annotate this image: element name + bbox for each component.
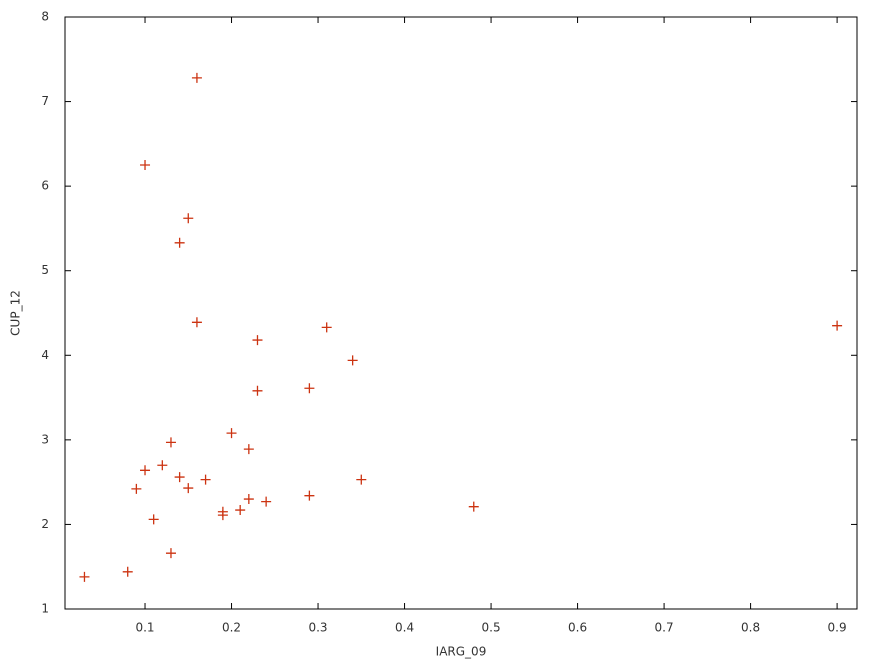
- point: [243, 494, 254, 505]
- x-tick-label: 0.5: [482, 621, 501, 635]
- x-tick-label: 0.6: [568, 621, 587, 635]
- point: [148, 514, 159, 525]
- y-tick-label: 4: [41, 348, 49, 362]
- point: [304, 490, 315, 501]
- y-tick-label: 7: [41, 94, 49, 108]
- point: [321, 322, 332, 333]
- point: [174, 472, 185, 483]
- x-tick-label: 0.7: [655, 621, 674, 635]
- point: [191, 317, 202, 328]
- point: [165, 548, 176, 559]
- point: [252, 385, 263, 396]
- x-tick-label: 0.2: [222, 621, 241, 635]
- point: [174, 237, 185, 248]
- x-tick-label: 0.3: [308, 621, 327, 635]
- point: [217, 510, 228, 521]
- y-tick-label: 6: [41, 179, 49, 193]
- x-tick-label: 0.8: [741, 621, 760, 635]
- point: [304, 383, 315, 394]
- point: [140, 160, 151, 170]
- point: [347, 355, 358, 366]
- point: [165, 437, 176, 448]
- plot-frame: [64, 16, 858, 610]
- point: [356, 474, 367, 485]
- y-tick-label: 3: [41, 432, 49, 446]
- point: [832, 320, 843, 331]
- point: [157, 460, 168, 471]
- y-tick-label: 2: [41, 517, 49, 531]
- point: [252, 335, 263, 346]
- x-axis-label: IARG_09: [436, 645, 487, 659]
- point: [235, 505, 246, 516]
- point: [122, 566, 133, 577]
- point: [226, 428, 237, 439]
- point: [131, 483, 142, 494]
- point: [140, 465, 151, 476]
- point: [243, 444, 254, 455]
- point: [183, 213, 194, 224]
- y-tick-label: 8: [41, 10, 49, 24]
- point: [261, 496, 272, 507]
- point: [79, 571, 90, 582]
- point: [191, 72, 202, 83]
- y-axis-label: CUP_12: [9, 290, 23, 336]
- y-tick-label: 1: [41, 602, 49, 616]
- point: [468, 501, 479, 512]
- x-tick-label: 0.1: [135, 621, 154, 635]
- y-tick-label: 5: [41, 263, 49, 277]
- point: [200, 474, 211, 485]
- point: [183, 483, 194, 494]
- x-tick-label: 0.9: [828, 621, 847, 635]
- x-tick-label: 0.4: [395, 621, 414, 635]
